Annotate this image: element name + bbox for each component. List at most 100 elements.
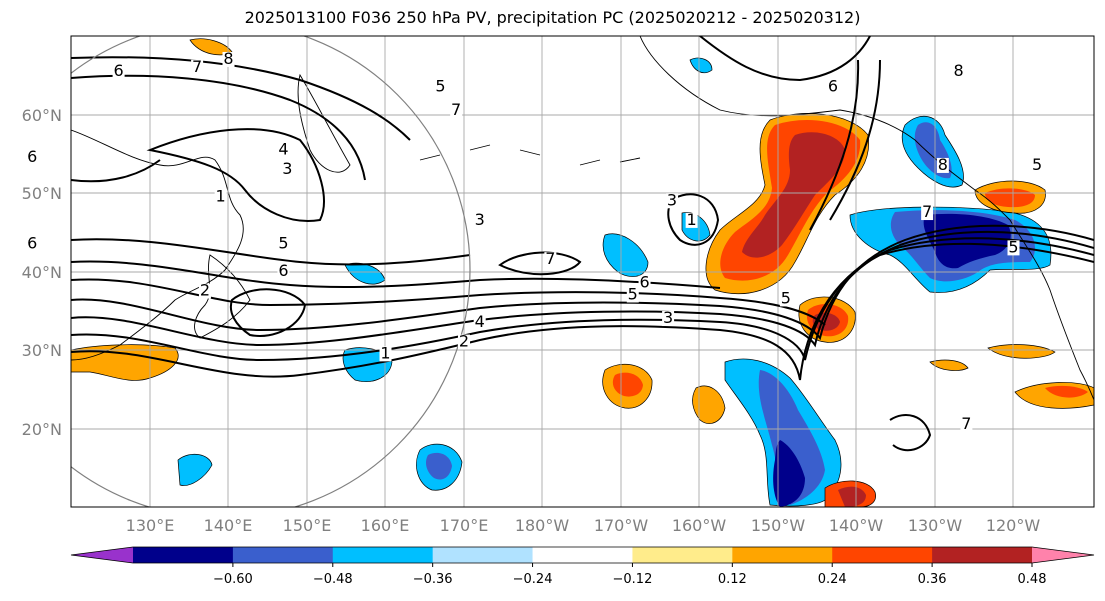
- pv-contour-label: 2: [200, 281, 210, 300]
- colorbar-segment: [732, 547, 833, 563]
- map-title: 2025013100 F036 250 hPa PV, precipitatio…: [244, 8, 861, 27]
- lon-label-160e: 160°E: [361, 516, 410, 535]
- colorbar-tick-label: −0.60: [213, 572, 253, 587]
- pv-label-bg: [936, 157, 949, 173]
- longitude-labels: 130°E 140°E 150°E 160°E 170°E 180°W 170°…: [126, 516, 1041, 535]
- pv-contour-trough-east-2: [809, 59, 860, 231]
- aleutian-islands: [419, 144, 641, 166]
- pv-contour-label: 1: [687, 210, 697, 229]
- graticule: [71, 36, 1094, 507]
- pv-contour-label: 3: [667, 190, 677, 209]
- pv-contour-label: 5: [628, 284, 638, 303]
- pv-label-bg: [685, 212, 698, 228]
- range-circle: [71, 36, 471, 507]
- pv-ridge-alaska: [699, 36, 871, 82]
- precip-anomaly-negative-tropical: [758, 370, 825, 505]
- pv-contour-label: 7: [545, 249, 555, 268]
- pv-label-bg: [1031, 157, 1044, 173]
- pv-contour-trough-east: [829, 59, 881, 221]
- colorbar-tick-labels: −0.60 −0.48 −0.36 −0.24 −0.12 0.12 0.24 0.36 0.4…: [213, 563, 1047, 587]
- pv-label-bg: [277, 263, 290, 279]
- pv-circle-tropical: [889, 414, 932, 452]
- pv-label-bg: [960, 417, 973, 432]
- pv-label-bg: [434, 79, 447, 95]
- pv-contour-label: 4: [278, 139, 288, 158]
- colorbar-tick-label: 0.12: [718, 572, 747, 587]
- pv-label-bg: [921, 205, 934, 221]
- colorbar: [70, 546, 1095, 564]
- pv-contour-label: 6: [114, 61, 124, 80]
- pv-label-bg: [826, 79, 839, 95]
- lat-label-20n: 20°N: [22, 420, 62, 439]
- latitude-labels: 60°N 50°N 40°N 30°N 20°N: [22, 106, 62, 439]
- pv-label-bg: [191, 59, 204, 75]
- pv-contour-label: 4: [475, 312, 485, 331]
- pv-contour-label: 8: [953, 61, 963, 80]
- map-frame: [70, 35, 1095, 508]
- precip-anomaly-negative-140e: [177, 453, 213, 486]
- colorbar-segment: [332, 547, 434, 563]
- precip-anomaly-positive-mexico: [1045, 385, 1088, 398]
- pv-label-bg: [662, 311, 675, 327]
- pv-label-bg: [281, 161, 294, 177]
- pv-contour-label: 7: [922, 202, 932, 221]
- pv-ridge-north-2: [71, 74, 366, 181]
- pv-loop-160w: [667, 193, 720, 246]
- pv-contour-3: [71, 230, 1094, 348]
- pv-label-bg: [779, 291, 792, 307]
- north-america-coastline: [1009, 219, 1094, 401]
- pv-label-bg: [214, 189, 227, 205]
- lon-label-180w: 180°W: [515, 516, 570, 535]
- lon-label-140w: 140°W: [829, 516, 884, 535]
- lon-label-150e: 150°E: [283, 516, 332, 535]
- colorbar-tick-label: −0.36: [413, 572, 453, 587]
- precip-anomaly-positive-170w: [612, 372, 643, 397]
- pv-label-bg: [626, 287, 639, 303]
- colorbar-tick-label: −0.24: [513, 572, 553, 587]
- pv-contour-label: 8: [938, 155, 948, 174]
- colorbar-extend-high: [1032, 547, 1094, 563]
- pv-contour-label: 6: [27, 233, 37, 252]
- lon-label-140e: 140°E: [204, 516, 253, 535]
- pv-contour-label: 5: [1032, 155, 1042, 174]
- lat-label-50n: 50°N: [22, 184, 62, 203]
- colorbar-segment: [432, 547, 534, 563]
- pv-label-bg: [26, 236, 39, 252]
- pv-label-bg: [952, 63, 965, 79]
- pv-contour-6: [71, 260, 721, 289]
- pv-label-bg: [379, 346, 392, 362]
- lon-label-160w: 160°W: [672, 516, 727, 535]
- colorbar-segment: [832, 547, 933, 563]
- pv-contour-label: 3: [282, 159, 292, 178]
- pv-contour-label: 1: [380, 343, 390, 362]
- map-panel: [70, 35, 1095, 508]
- pv-contour-label: 5: [1008, 237, 1018, 256]
- pv-closed-low: [230, 288, 307, 337]
- colorbar-segment: [932, 547, 1033, 563]
- pv-contour-western: [71, 159, 161, 183]
- colorbar-tick-label: −0.12: [613, 572, 653, 587]
- colorbar-tick-label: 0.24: [818, 572, 847, 587]
- colorbar-segment: [133, 547, 234, 563]
- pv-contour-label: 3: [475, 210, 485, 229]
- colorbar-segment: [532, 547, 633, 563]
- pv-label-bg: [277, 236, 290, 252]
- precip-anomaly-negative-california: [923, 213, 1011, 269]
- pv-contour-label: 7: [961, 414, 971, 433]
- colorbar-tick-label: 0.48: [1018, 572, 1047, 587]
- colorbar-extend-low: [71, 547, 133, 563]
- lon-label-170e: 170°E: [440, 516, 489, 535]
- pv-contour-label: 3: [663, 308, 673, 327]
- precip-anomaly-negative-tropical: [773, 440, 805, 507]
- pv-label-bg: [222, 51, 235, 67]
- pv-contour-label: 6: [828, 76, 838, 95]
- colorbar-segment: [232, 547, 334, 563]
- pv-label-bg: [458, 334, 470, 350]
- pv-contour-label: 5: [781, 288, 791, 307]
- pv-contour-label: 6: [639, 273, 649, 292]
- lon-label-130e: 130°E: [126, 516, 175, 535]
- pv-trough-central: [498, 251, 582, 276]
- pv-label-bg: [198, 283, 211, 299]
- kamchatka-coastline: [297, 73, 351, 173]
